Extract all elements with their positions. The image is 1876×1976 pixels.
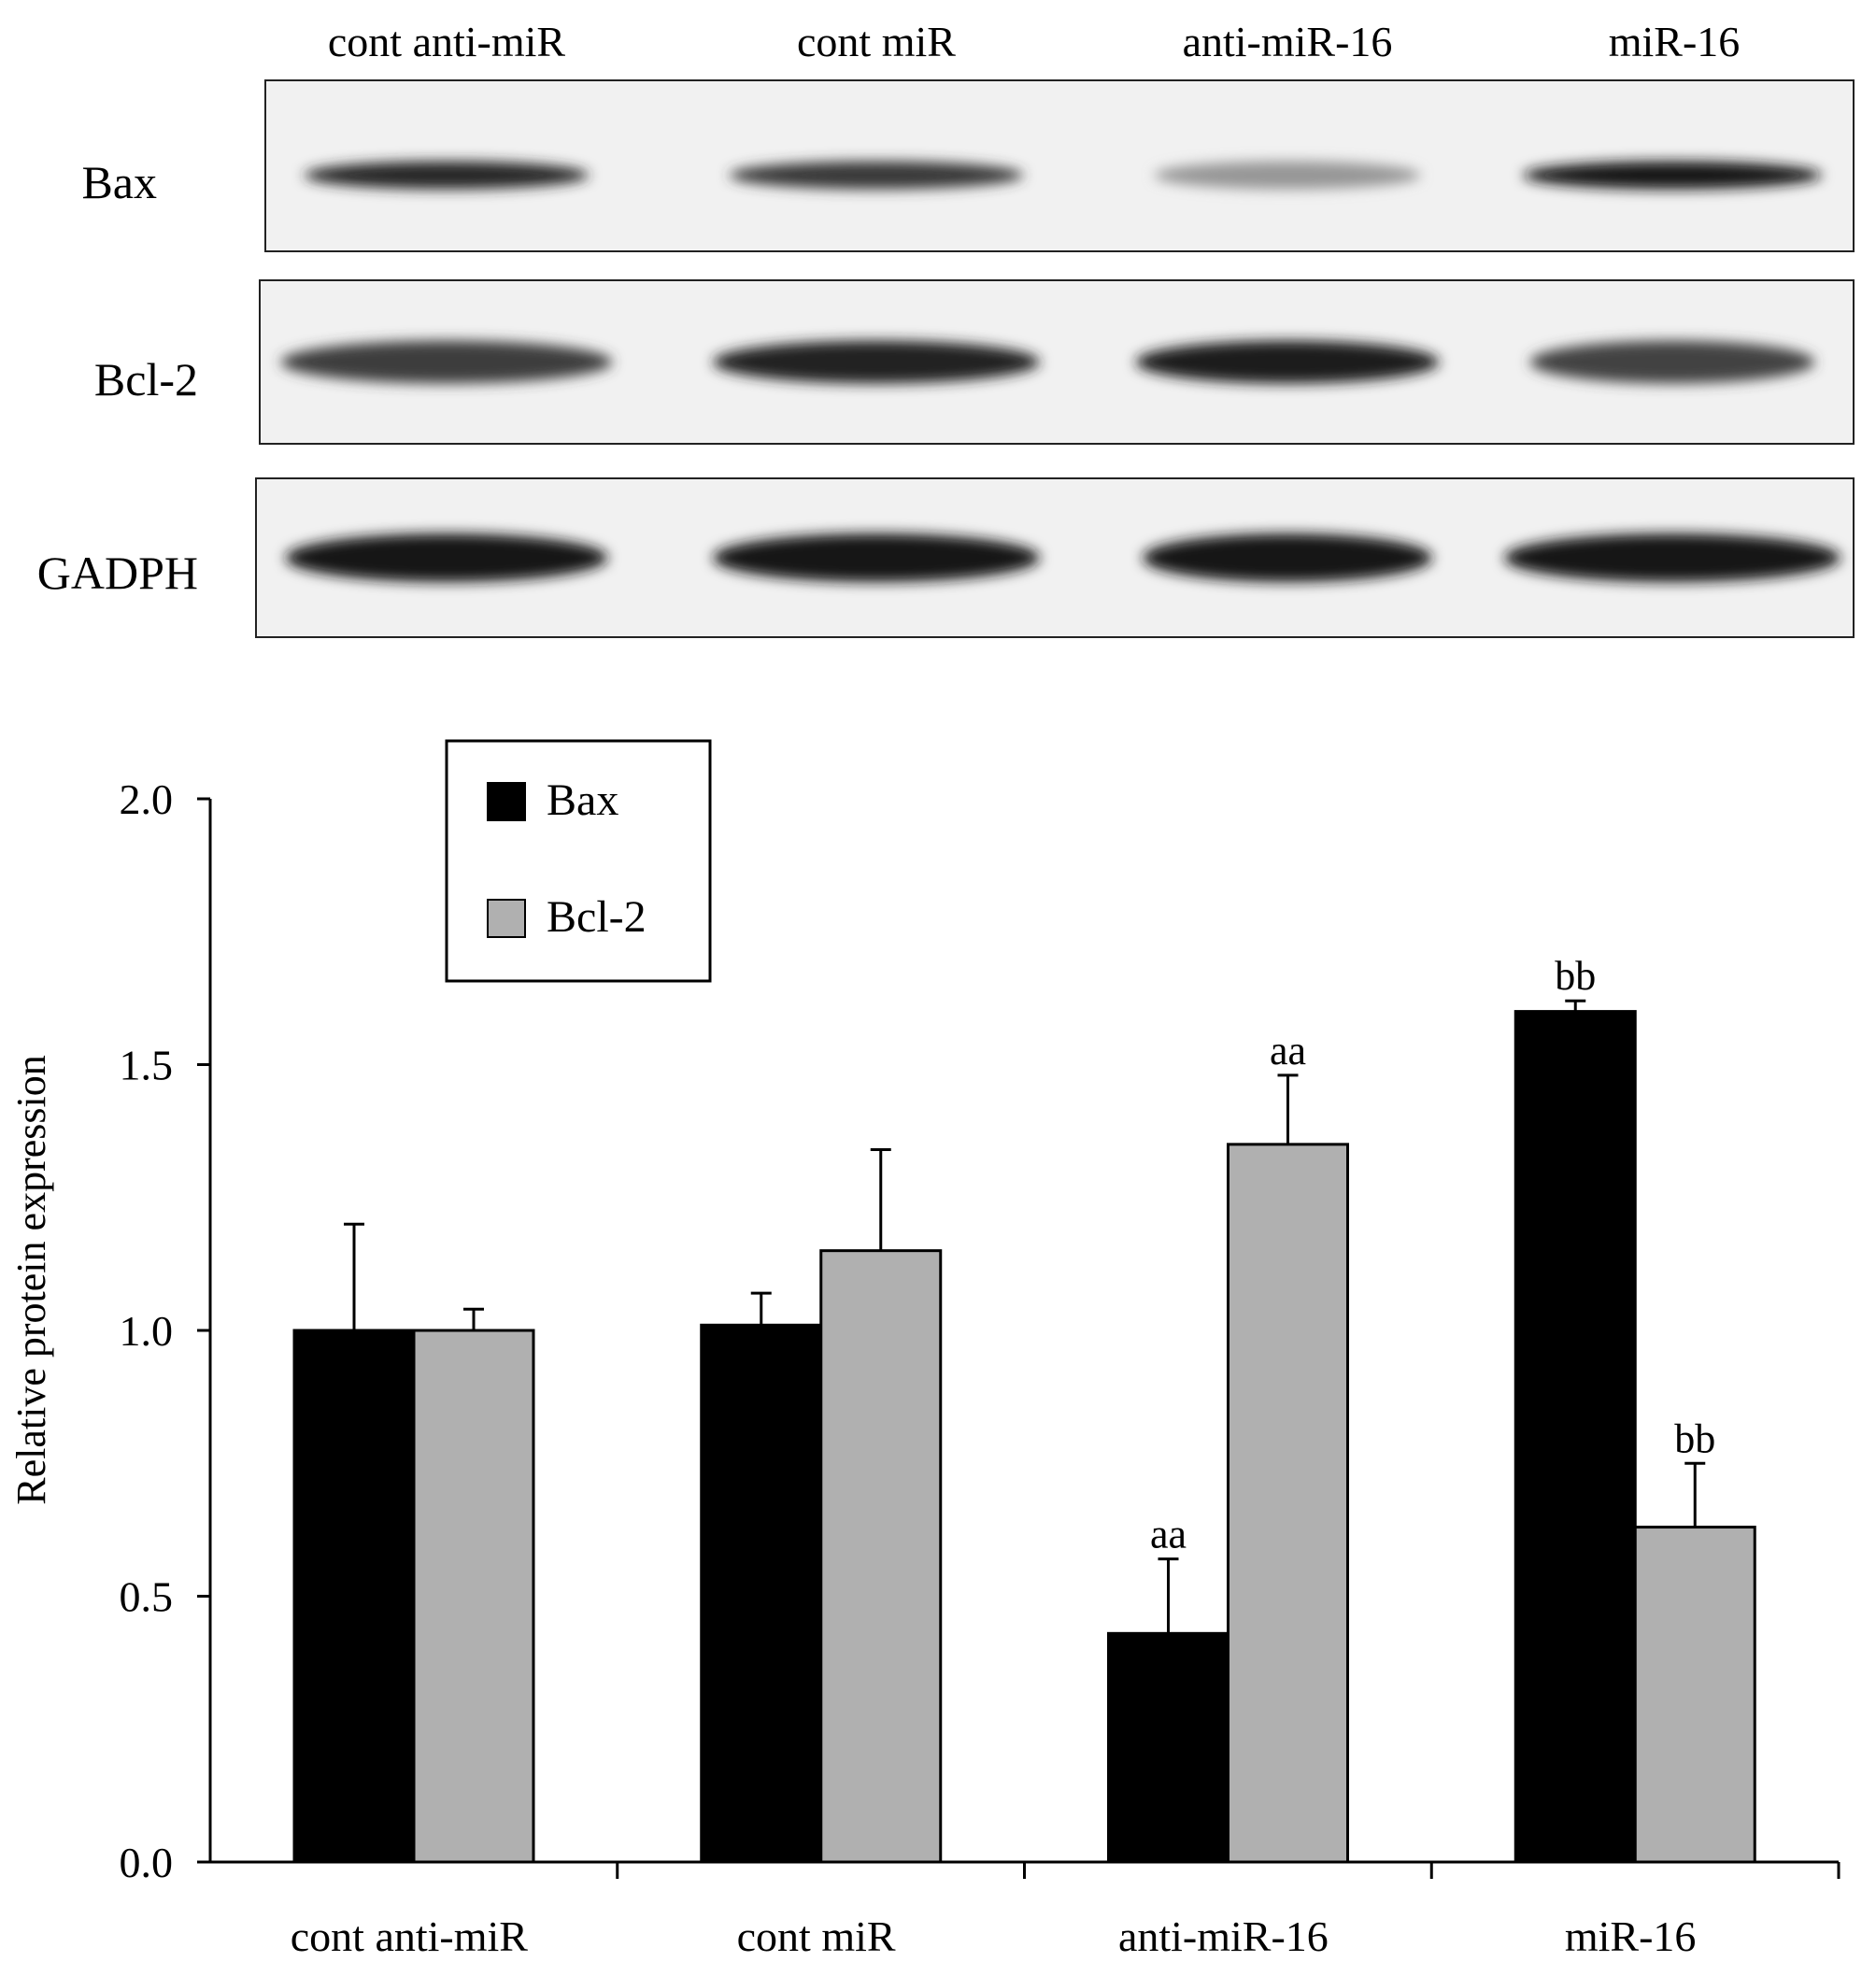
bar-bcl-2-mir-16: [1633, 1526, 1756, 1864]
blot-band-gadph-4: [1504, 533, 1840, 582]
bar-chart: Relative protein expression 0.0 0.5 1.0 1.5…: [8, 739, 1840, 1960]
bar-bcl-2-anti-mir-16: [1227, 1143, 1349, 1864]
bar-bax-mir-16: [1514, 1010, 1637, 1864]
x-tick-label-cont-mir: cont miR: [737, 1912, 896, 1960]
legend: Bax Bcl-2: [445, 739, 712, 983]
blot-row-bax: Bax: [81, 79, 1855, 252]
y-tick-label: 0.5: [120, 1573, 174, 1621]
annotation-bcl-2-anti-mir-16: aa: [1270, 1028, 1306, 1073]
legend-swatch-bcl-2: [487, 899, 526, 938]
blot-row-label-bcl-2: Bcl-2: [94, 353, 198, 405]
blot-band-gadph-3: [1143, 533, 1432, 582]
bar-bax-anti-mir-16: [1107, 1631, 1229, 1864]
bar-bcl-2-cont-anti-mir: [412, 1329, 535, 1864]
x-tick-label-cont-anti-mir: cont anti-miR: [291, 1912, 529, 1960]
blot-lane-label-anti-mir-16: anti-miR-16: [1183, 18, 1393, 65]
annotation-bcl-2-mir-16: bb: [1674, 1415, 1715, 1461]
blot-band-bax-3: [1154, 161, 1421, 190]
legend-label-bcl-2: Bcl-2: [547, 892, 647, 942]
blot-band-gadph-2: [713, 533, 1040, 582]
y-tick-label: 0.0: [120, 1839, 174, 1886]
y-tick-label: 2.0: [120, 775, 174, 823]
x-tick-label-anti-mir-16: anti-miR-16: [1118, 1912, 1329, 1960]
legend-label-bax: Bax: [547, 775, 618, 825]
legend-swatch-bax: [487, 782, 526, 821]
bar-bcl-2-cont-mir: [819, 1249, 943, 1864]
legend-box: [445, 739, 712, 983]
blot-band-bcl-2-2: [713, 340, 1040, 384]
blot-band-bcl-2-3: [1135, 340, 1440, 384]
blot-row-label-gadph: GADPH: [37, 547, 198, 599]
y-tick-label: 1.5: [120, 1042, 174, 1089]
blot-band-bax-4: [1523, 161, 1822, 190]
blot-lane-label-cont-mir: cont miR: [797, 18, 956, 65]
bar-bax-cont-anti-mir: [292, 1329, 416, 1864]
x-tick-label-mir-16: miR-16: [1565, 1912, 1697, 1960]
y-axis-label: Relative protein expression: [8, 1055, 54, 1504]
blot-row-label-bax: Bax: [81, 156, 157, 208]
annotation-bax-mir-16: bb: [1555, 953, 1596, 999]
blot-lane-label-cont-anti-mir: cont anti-miR: [328, 18, 566, 65]
blot-band-gadph-1: [285, 533, 608, 582]
blot-band-bcl-2-4: [1529, 340, 1815, 384]
western-blot: cont anti-miR cont miR anti-miR-16 miR-16 Ba…: [37, 18, 1855, 638]
blot-band-bax-2: [729, 161, 1024, 190]
blot-band-bcl-2-1: [280, 340, 613, 384]
blot-band-bax-1: [304, 161, 590, 190]
blot-row-bcl-2: Bcl-2: [94, 279, 1855, 445]
bar-bax-cont-mir: [700, 1323, 823, 1864]
blot-lane-label-mir-16: miR-16: [1609, 18, 1741, 65]
blot-row-gadph: GADPH: [37, 477, 1855, 638]
y-tick-label: 1.0: [120, 1307, 174, 1355]
annotation-bax-anti-mir-16: aa: [1150, 1512, 1187, 1557]
